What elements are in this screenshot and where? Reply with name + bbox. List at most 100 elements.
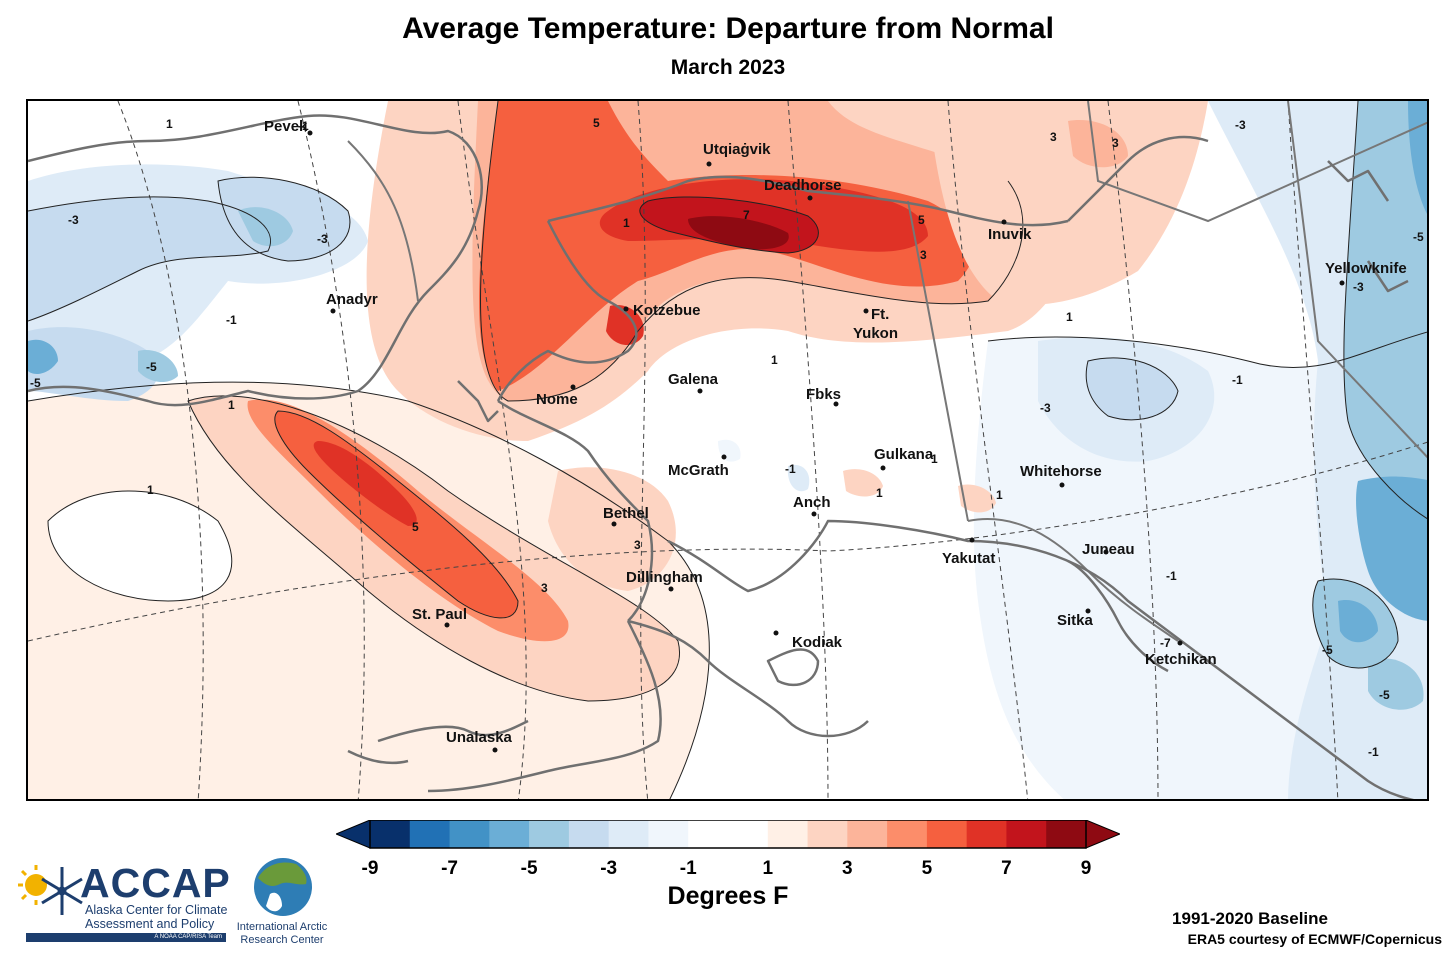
contour-label: -1 <box>1166 569 1177 583</box>
contour-label: -5 <box>1379 688 1390 702</box>
anomaly-region-plus3-bethel <box>548 467 676 591</box>
accap-tagline: A NOAA CAP/RISA Team <box>26 933 226 942</box>
city-label-whitehorse: Whitehorse <box>1020 463 1102 480</box>
contour-label: 5 <box>593 116 600 130</box>
contour-label: -5 <box>30 376 41 390</box>
city-label-nome: Nome <box>536 391 578 408</box>
colorbar-cell <box>847 820 888 848</box>
colorbar-frame <box>369 820 1087 849</box>
colorbar-cell <box>1046 820 1087 848</box>
city-label-yakutat: Yakutat <box>942 550 995 567</box>
city-marker-gulkana <box>880 465 886 471</box>
anomaly-region-gulkana <box>843 469 883 497</box>
temperature-anomaly-map: Pevek Utqiaġvik Deadhorse Inuvik Anadyr … <box>26 99 1429 801</box>
coastlines <box>28 114 1415 799</box>
city-marker-bethel <box>611 521 617 527</box>
colorbar-cell <box>608 820 649 848</box>
anomaly-region-minus6-south <box>1338 600 1378 643</box>
colorbar-cell <box>966 820 1007 848</box>
city-label-inuvik: Inuvik <box>988 226 1032 243</box>
city-marker-yellowknife <box>1339 280 1345 286</box>
city-label-galena: Galena <box>668 371 719 388</box>
colorbar-tick-label: -1 <box>679 858 697 879</box>
anomaly-region-minus5-southeast <box>1356 476 1427 621</box>
contour-label: -5 <box>1413 230 1424 244</box>
city-label-gulkana: Gulkana <box>874 446 934 463</box>
anomaly-region-minus3-whitehorse <box>1086 357 1178 420</box>
map-subtitle: March 2023 <box>670 56 786 79</box>
city-label-unalaska: Unalaska <box>446 729 513 746</box>
contour-label: -1 <box>226 313 237 327</box>
contour-label: 1 <box>147 483 154 497</box>
colorbar-low-arrow <box>336 820 371 849</box>
anomaly-region-kotzebue <box>606 305 644 346</box>
city-label-juneau: Juneau <box>1082 541 1135 558</box>
anomaly-region-minus6-chukotka <box>28 339 58 374</box>
city-markers <box>307 130 1345 753</box>
colorbar-cell <box>370 820 411 848</box>
colorbar-tick-label: -9 <box>361 858 379 879</box>
colorbar-cell <box>489 820 530 848</box>
contour-value-labels: 1 -1 -3 5 3 -3 -1 -5 -5 7 5 3 3 1 1 1 1 … <box>30 116 1424 759</box>
city-label-utqiagvik: Utqiaġvik <box>703 141 771 158</box>
contour-label: -5 <box>1322 643 1333 657</box>
city-label-anadyr: Anadyr <box>326 291 378 308</box>
colorbar-units: Degrees F <box>667 882 789 910</box>
anomaly-region-minus3-chukotka <box>28 196 271 321</box>
contour-label: 3 <box>634 538 641 552</box>
accap-wordmark: ACCAP <box>80 860 231 906</box>
sun-icon <box>18 865 47 905</box>
anomaly-region-plus4-inuvik <box>1068 120 1128 168</box>
city-marker-whitehorse <box>1059 482 1065 488</box>
city-label-dillingham: Dillingham <box>626 569 703 586</box>
city-marker-sitka <box>1085 608 1091 614</box>
city-label-kotzebue: Kotzebue <box>633 302 701 319</box>
colorbar-cell <box>648 820 689 848</box>
city-marker-dillingham <box>668 586 674 592</box>
accap-full-name: Alaska Center for Climate Assessment and… <box>85 903 228 931</box>
contour-label: 3 <box>1050 130 1057 144</box>
contour-label: 7 <box>743 208 750 222</box>
colorbar-cell <box>1006 820 1047 848</box>
city-marker-ft-yukon <box>863 308 869 314</box>
colorbar-tick-label: 1 <box>762 858 774 879</box>
city-marker-anch <box>811 511 817 517</box>
iarc-globe-icon <box>254 858 312 916</box>
colorbar-cells <box>370 820 1087 848</box>
colorbar-cell <box>688 820 729 848</box>
city-label-mcgrath: McGrath <box>668 462 729 479</box>
contour-label: -3 <box>1235 118 1246 132</box>
colorbar-cell <box>449 820 490 848</box>
city-marker-ketchikan <box>1177 640 1183 646</box>
contour-label: 5 <box>918 213 925 227</box>
borders <box>347 101 1427 642</box>
colorbar-cell <box>529 820 570 848</box>
contour-label: -3 <box>1353 280 1364 294</box>
city-marker-juneau <box>1103 549 1109 555</box>
city-label-pevek: Pevek <box>264 118 308 135</box>
city-marker-mcgrath <box>721 454 727 460</box>
anomaly-region-neutral-sw <box>48 491 232 601</box>
colorbar-cell <box>728 820 769 848</box>
city-label-kodiak: Kodiak <box>792 634 843 651</box>
contour-label: 1 <box>996 488 1003 502</box>
contour-label: -1 <box>1368 745 1379 759</box>
colorbar-tick-label: 9 <box>1080 858 1092 879</box>
anomaly-region-minus4-east <box>1343 101 1427 519</box>
map-canvas: Pevek Utqiaġvik Deadhorse Inuvik Anadyr … <box>28 101 1427 799</box>
city-label-anch: Anch <box>793 494 831 511</box>
colorbar-tick-label: 7 <box>1001 858 1012 879</box>
city-marker-inuvik <box>1001 219 1007 225</box>
data-credit: ERA5 courtesy of ECMWF/Copernicus <box>1187 931 1442 947</box>
contour-label: -3 <box>317 232 328 246</box>
city-marker-kotzebue <box>623 306 629 312</box>
anomaly-region-minus5-anadyr <box>138 350 178 383</box>
city-marker-fbks <box>833 401 839 407</box>
contour-label: 3 <box>920 248 927 262</box>
contour-label: -1 <box>298 119 309 133</box>
anomaly-region-plus8-north <box>688 216 789 250</box>
colorbar-cell <box>767 820 809 848</box>
city-marker-st-paul <box>444 622 450 628</box>
contour-label: 1 <box>931 452 938 466</box>
city-label-deadhorse: Deadhorse <box>764 177 842 194</box>
